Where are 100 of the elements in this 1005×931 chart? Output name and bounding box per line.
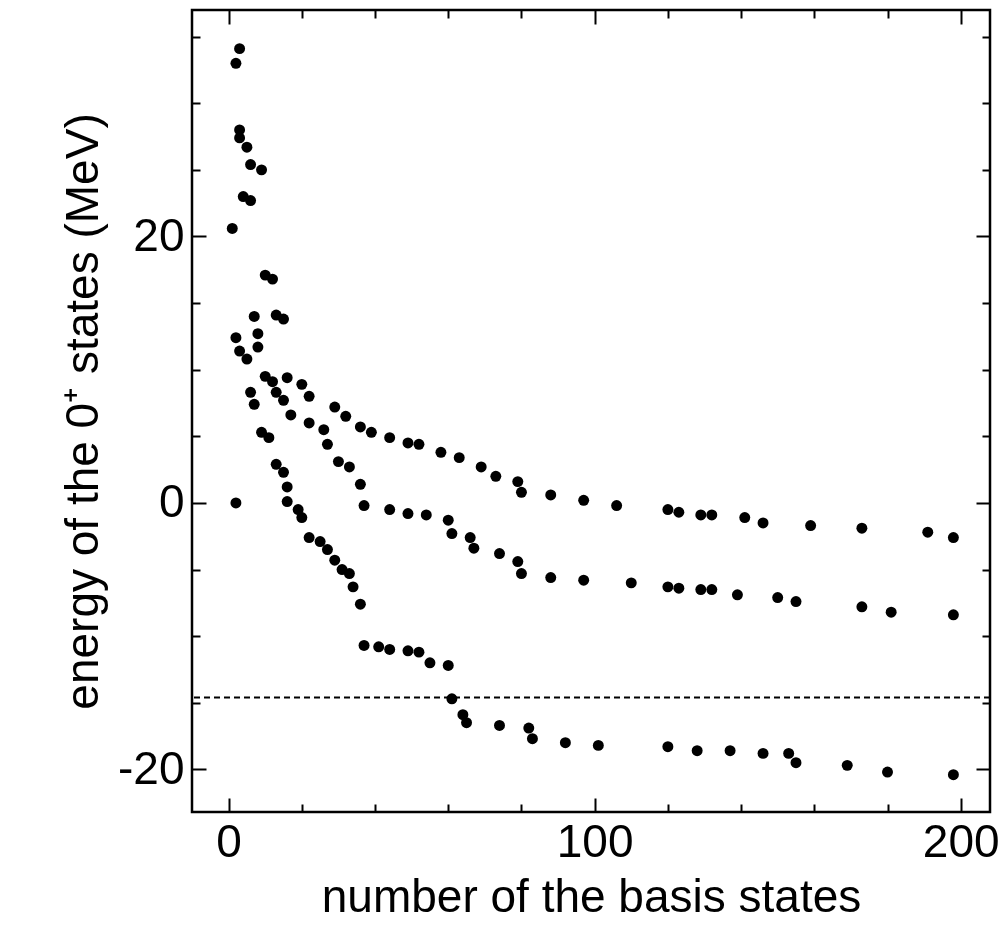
point [384,432,396,444]
point [706,584,718,595]
point [578,574,590,586]
point [442,514,454,526]
point [420,509,432,521]
y-tick-label: -20 [118,741,185,794]
point [270,458,282,470]
point [739,512,751,524]
point [578,494,590,506]
point [230,57,242,69]
point [256,164,268,176]
point [947,532,959,544]
point [241,141,253,153]
point [592,739,604,751]
point [230,497,242,509]
point [402,437,414,449]
point [281,481,293,493]
point [662,741,674,753]
point [424,657,436,669]
point [256,426,268,438]
point [248,310,260,322]
point [526,733,538,745]
point [358,500,370,512]
point [662,581,674,593]
point [314,536,326,548]
point [947,609,959,621]
point [343,568,355,579]
point [278,313,289,325]
point [512,556,524,568]
point [545,572,557,583]
point [245,386,257,398]
point [245,159,257,170]
point [947,769,959,781]
point [724,745,736,757]
point [494,548,505,560]
point [402,645,414,657]
point [303,417,315,429]
point [278,466,289,478]
point [757,747,769,759]
point [464,532,476,544]
point [841,759,853,771]
point [384,644,396,655]
point [783,747,795,759]
point [757,517,769,529]
point [270,386,282,398]
point [695,584,707,595]
point [245,195,257,206]
point [790,757,802,769]
point [226,223,238,234]
point [413,646,425,658]
point [384,504,396,516]
point [373,641,385,653]
point [332,456,344,468]
point [695,509,707,521]
point [468,542,480,554]
point [252,328,264,340]
point [321,438,333,450]
point [241,353,253,365]
point [281,496,293,508]
point [856,522,868,534]
y-axis-title: energy of the 0⁺ states (MeV) [56,113,109,710]
point [512,476,524,488]
point [234,345,246,357]
point [611,500,623,512]
x-axis-title: number of the basis states [321,869,862,922]
point [358,640,370,651]
y-tick-label: 20 [133,208,185,261]
point [490,470,502,482]
point [278,394,289,406]
point [234,43,246,55]
point [559,737,571,749]
point [494,719,505,731]
x-tick-label: 100 [556,814,634,867]
point [248,398,260,410]
point [673,506,685,518]
point [281,372,293,384]
point [885,606,897,618]
point [731,589,743,601]
point [523,722,535,734]
point [347,581,359,593]
point [230,332,242,344]
point [453,452,465,464]
point [922,526,934,538]
point [475,461,487,473]
point [252,341,264,353]
point [354,421,366,433]
point [515,486,527,498]
point [402,508,414,520]
point [442,659,454,671]
point [318,424,330,436]
x-tick-label: 0 [216,814,242,867]
point [303,532,315,544]
point [691,745,703,757]
point [354,478,366,490]
point [545,489,557,501]
point [329,554,341,566]
point [340,410,352,422]
point [267,376,279,388]
point [515,568,527,579]
point [662,504,674,516]
